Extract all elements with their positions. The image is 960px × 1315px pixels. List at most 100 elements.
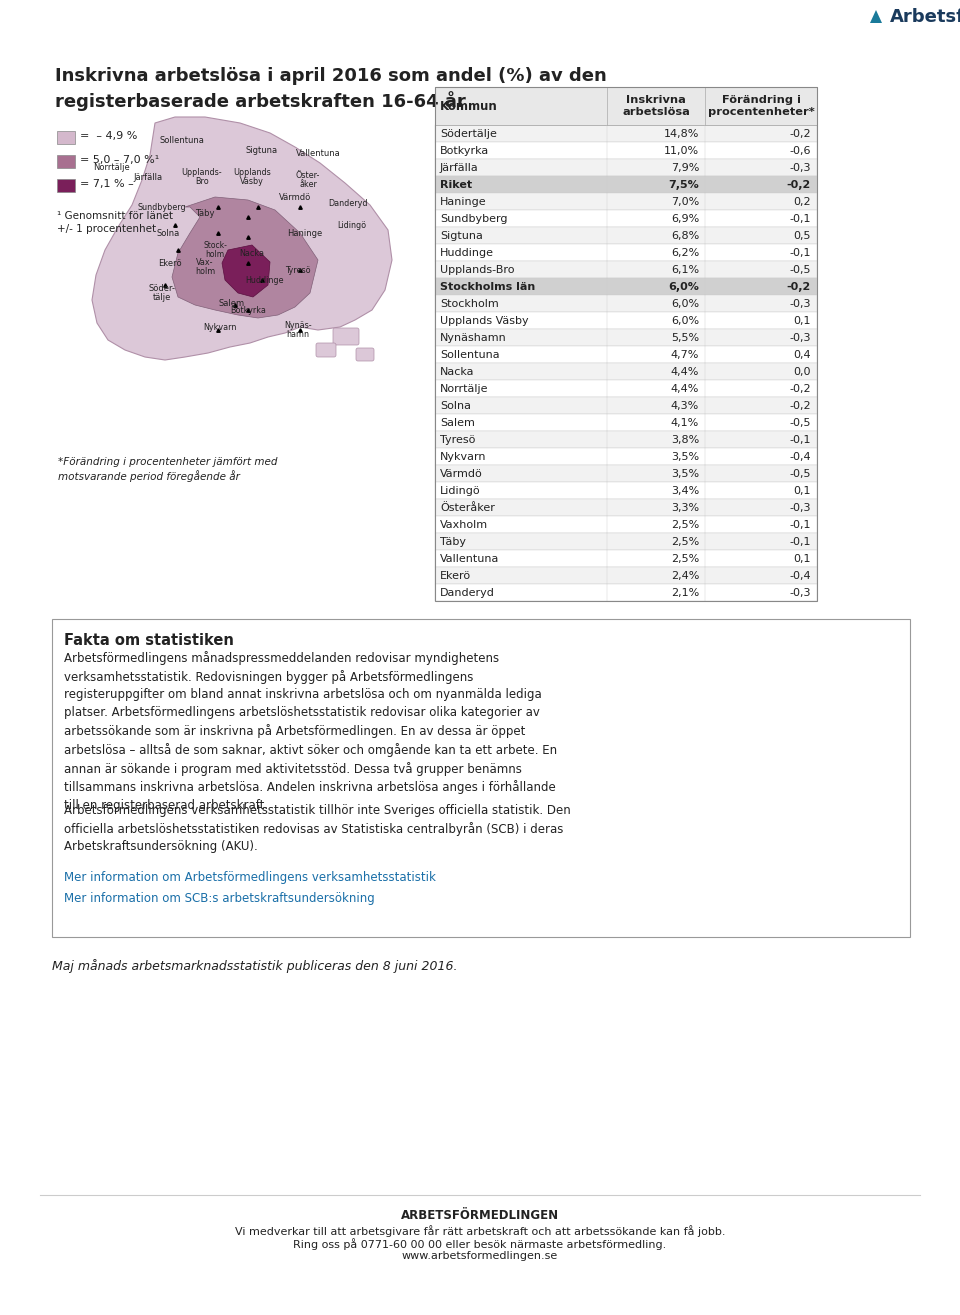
Polygon shape (92, 117, 392, 360)
Text: -0,2: -0,2 (789, 384, 811, 393)
FancyBboxPatch shape (435, 176, 817, 193)
Text: Sollentuna: Sollentuna (159, 135, 204, 145)
Text: ARBETSFÖRMEDLINGEN: ARBETSFÖRMEDLINGEN (401, 1208, 559, 1222)
FancyBboxPatch shape (435, 363, 817, 380)
Text: Ekerö: Ekerö (440, 571, 471, 580)
Text: Danderyd: Danderyd (328, 199, 368, 208)
FancyBboxPatch shape (435, 466, 817, 483)
Text: 7,9%: 7,9% (671, 163, 699, 172)
Text: 7,5%: 7,5% (668, 180, 699, 189)
Text: Nacka: Nacka (440, 367, 474, 376)
FancyBboxPatch shape (435, 159, 817, 176)
Text: 0,0: 0,0 (794, 367, 811, 376)
Text: Vaxholm: Vaxholm (440, 519, 488, 530)
FancyBboxPatch shape (435, 312, 817, 329)
Text: Upplands
Väsby: Upplands Väsby (233, 167, 271, 187)
Text: Lidingö: Lidingö (440, 485, 481, 496)
Text: 5,5%: 5,5% (671, 333, 699, 342)
Text: -0,3: -0,3 (789, 588, 811, 597)
Text: -0,2: -0,2 (789, 401, 811, 410)
Text: Arbetsförmedlingens månadspressmeddelanden redovisar myndighetens
verksamhetssta: Arbetsförmedlingens månadspressmeddeland… (64, 651, 557, 811)
FancyBboxPatch shape (57, 130, 75, 143)
Text: 14,8%: 14,8% (663, 129, 699, 138)
Text: Lidingö: Lidingö (337, 221, 367, 230)
FancyBboxPatch shape (435, 567, 817, 584)
Text: Sundbyberg: Sundbyberg (440, 213, 508, 224)
Text: Kommun: Kommun (440, 100, 497, 113)
Text: Salem: Salem (440, 417, 475, 427)
Text: Haninge: Haninge (440, 196, 487, 206)
Text: Solna: Solna (156, 229, 180, 238)
Text: 2,4%: 2,4% (671, 571, 699, 580)
Text: 0,1: 0,1 (794, 554, 811, 564)
FancyBboxPatch shape (57, 179, 75, 192)
Text: 11,0%: 11,0% (664, 146, 699, 155)
FancyBboxPatch shape (356, 348, 374, 362)
FancyBboxPatch shape (435, 431, 817, 448)
Text: 6,2%: 6,2% (671, 247, 699, 258)
Text: 3,5%: 3,5% (671, 468, 699, 479)
Text: Stockholms län: Stockholms län (440, 281, 536, 292)
FancyBboxPatch shape (435, 193, 817, 210)
Text: 4,3%: 4,3% (671, 401, 699, 410)
FancyBboxPatch shape (435, 329, 817, 346)
Text: 0,1: 0,1 (794, 485, 811, 496)
Text: Norrtälje: Norrtälje (440, 384, 489, 393)
FancyBboxPatch shape (435, 550, 817, 567)
FancyBboxPatch shape (435, 515, 817, 533)
Text: -0,5: -0,5 (789, 264, 811, 275)
Text: = 7,1 % –: = 7,1 % – (80, 179, 133, 189)
Text: 6,0%: 6,0% (668, 281, 699, 292)
FancyBboxPatch shape (435, 397, 817, 414)
FancyBboxPatch shape (435, 277, 817, 295)
Text: ¹ Genomsnitt för länet
+/- 1 procentenhet: ¹ Genomsnitt för länet +/- 1 procentenhe… (57, 210, 173, 234)
Text: 0,4: 0,4 (793, 350, 811, 359)
Text: Tyresö: Tyresö (285, 266, 311, 275)
Text: =  – 4,9 %: = – 4,9 % (80, 132, 137, 141)
Text: 6,0%: 6,0% (671, 299, 699, 309)
Text: Sollentuna: Sollentuna (440, 350, 499, 359)
Text: 0,1: 0,1 (794, 316, 811, 326)
Text: -0,3: -0,3 (789, 299, 811, 309)
Text: Huddinge: Huddinge (440, 247, 494, 258)
FancyBboxPatch shape (316, 343, 336, 356)
Text: Riket: Riket (440, 180, 472, 189)
Text: Stock-
holm: Stock- holm (204, 241, 227, 259)
Text: 2,5%: 2,5% (671, 519, 699, 530)
Text: -0,2: -0,2 (789, 129, 811, 138)
Text: Öster-
åker: Öster- åker (296, 171, 321, 189)
FancyBboxPatch shape (435, 346, 817, 363)
FancyBboxPatch shape (57, 154, 75, 167)
FancyBboxPatch shape (435, 295, 817, 312)
Text: Värmdö: Värmdö (278, 192, 311, 201)
Text: Sundbyberg: Sundbyberg (137, 203, 186, 212)
FancyBboxPatch shape (435, 584, 817, 601)
Text: -0,5: -0,5 (789, 468, 811, 479)
FancyBboxPatch shape (435, 498, 817, 515)
Text: Vax-
holm: Vax- holm (195, 258, 215, 276)
Text: -0,2: -0,2 (787, 180, 811, 189)
Text: Stockholm: Stockholm (440, 299, 499, 309)
Text: -0,3: -0,3 (789, 163, 811, 172)
Text: Inskrivna
arbetslösa: Inskrivna arbetslösa (622, 95, 690, 117)
Text: Söder-
tälje: Söder- tälje (149, 284, 176, 302)
Text: Upplands-Bro: Upplands-Bro (440, 264, 515, 275)
Polygon shape (172, 197, 318, 318)
FancyBboxPatch shape (435, 533, 817, 550)
Text: Mer information om Arbetsförmedlingens verksamhetsstatistik: Mer information om Arbetsförmedlingens v… (64, 871, 436, 884)
Text: 2,5%: 2,5% (671, 537, 699, 547)
Text: -0,3: -0,3 (789, 333, 811, 342)
Text: Haninge: Haninge (287, 229, 323, 238)
Text: 3,4%: 3,4% (671, 485, 699, 496)
FancyBboxPatch shape (435, 414, 817, 431)
Text: 3,5%: 3,5% (671, 451, 699, 462)
Text: Inskrivna arbetslösa i april 2016 som andel (%) av den
registerbaserade arbetskr: Inskrivna arbetslösa i april 2016 som an… (55, 67, 607, 112)
Text: Fakta om statistiken: Fakta om statistiken (64, 633, 234, 648)
Text: -0,1: -0,1 (789, 519, 811, 530)
Text: -0,5: -0,5 (789, 417, 811, 427)
Text: 4,1%: 4,1% (671, 417, 699, 427)
Text: 6,8%: 6,8% (671, 230, 699, 241)
Text: Tyresö: Tyresö (440, 434, 475, 444)
Text: 2,1%: 2,1% (671, 588, 699, 597)
Text: Nynäshamn: Nynäshamn (440, 333, 507, 342)
